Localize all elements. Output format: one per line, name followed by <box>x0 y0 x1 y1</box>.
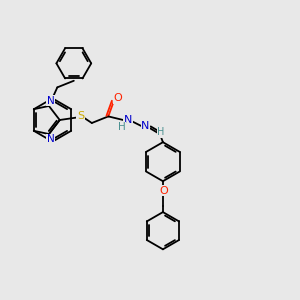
Text: S: S <box>77 111 84 121</box>
Text: N: N <box>46 134 54 144</box>
Text: N: N <box>141 121 150 131</box>
Text: N: N <box>46 96 54 106</box>
Text: O: O <box>159 186 168 196</box>
Text: H: H <box>118 122 125 133</box>
Text: N: N <box>124 115 132 125</box>
Text: O: O <box>113 93 122 103</box>
Text: H: H <box>158 127 165 137</box>
